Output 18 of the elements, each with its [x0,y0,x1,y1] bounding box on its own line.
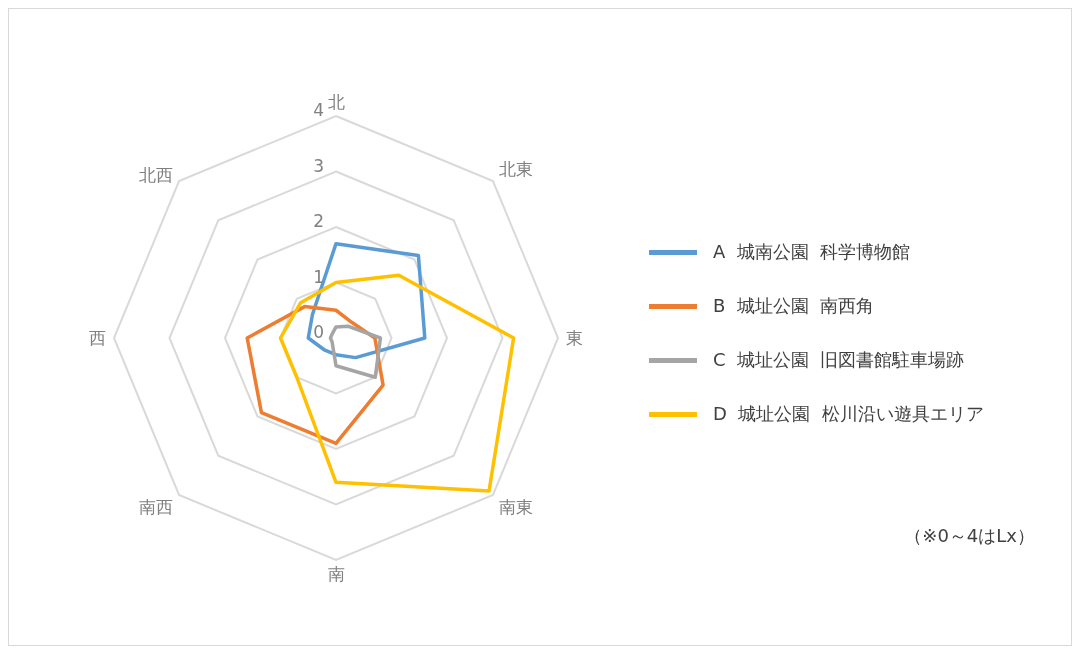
spoke-label: 西 [89,328,106,349]
spoke-label: 南西 [139,496,174,517]
spoke-label: 南東 [498,496,533,517]
y-tick-label: 1 [313,266,324,287]
spoke-label: 北東 [498,159,533,180]
legend-label: A 城南公園 科学博物館 [713,240,911,264]
legend-label: B 城址公園 南西角 [713,294,875,318]
y-tick-label: 2 [313,211,324,231]
y-tick-label: 4 [313,100,324,120]
spoke-label: 東 [566,328,583,349]
text: （※0～4はLx） [904,524,1035,548]
spoke-label: 南 [327,564,345,585]
spoke-label: 北西 [139,165,174,186]
y-tick-label: 0 [313,322,324,342]
spoke-label: 北 [327,92,345,112]
legend-label: C 城址公園 旧図書館駐車場跡 [713,348,965,372]
legend-label: D 城址公園 松川沿い遊具エリア [713,402,984,426]
y-tick-label: 3 [313,155,324,176]
